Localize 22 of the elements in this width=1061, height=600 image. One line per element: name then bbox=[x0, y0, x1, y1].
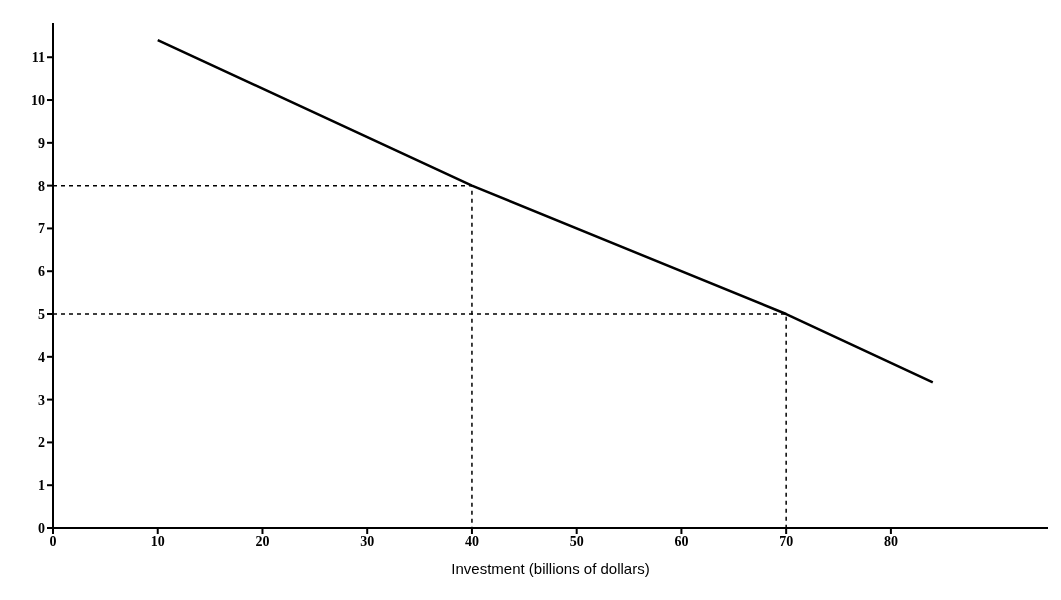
y-tick-label: 7 bbox=[38, 221, 45, 237]
x-tick-label: 30 bbox=[360, 533, 375, 549]
y-tick-label: 2 bbox=[38, 435, 45, 451]
y-tick-label: 10 bbox=[31, 93, 45, 108]
y-tick-label: 6 bbox=[38, 264, 45, 280]
x-tick-label: 80 bbox=[883, 533, 898, 549]
y-tick-label: 8 bbox=[38, 178, 45, 194]
y-tick-label: 3 bbox=[38, 392, 45, 408]
y-tick-label: 5 bbox=[38, 306, 45, 322]
y-tick-label: 4 bbox=[38, 349, 45, 365]
y-tick-label: 11 bbox=[31, 50, 45, 66]
x-tick-label: 20 bbox=[255, 533, 270, 549]
y-tick-label: 1 bbox=[38, 478, 45, 494]
x-tick-label: 50 bbox=[569, 533, 584, 549]
x-tick-label: 60 bbox=[674, 533, 689, 549]
x-axis-title: Investment (billions of dollars) bbox=[451, 560, 650, 577]
y-tick-label: 0 bbox=[38, 520, 45, 536]
x-tick-label: 0 bbox=[49, 533, 57, 549]
x-tick-label: 10 bbox=[150, 533, 165, 549]
y-tick-label: 9 bbox=[38, 135, 45, 151]
x-tick-label: 70 bbox=[779, 533, 794, 549]
x-tick-label: 40 bbox=[464, 533, 479, 549]
